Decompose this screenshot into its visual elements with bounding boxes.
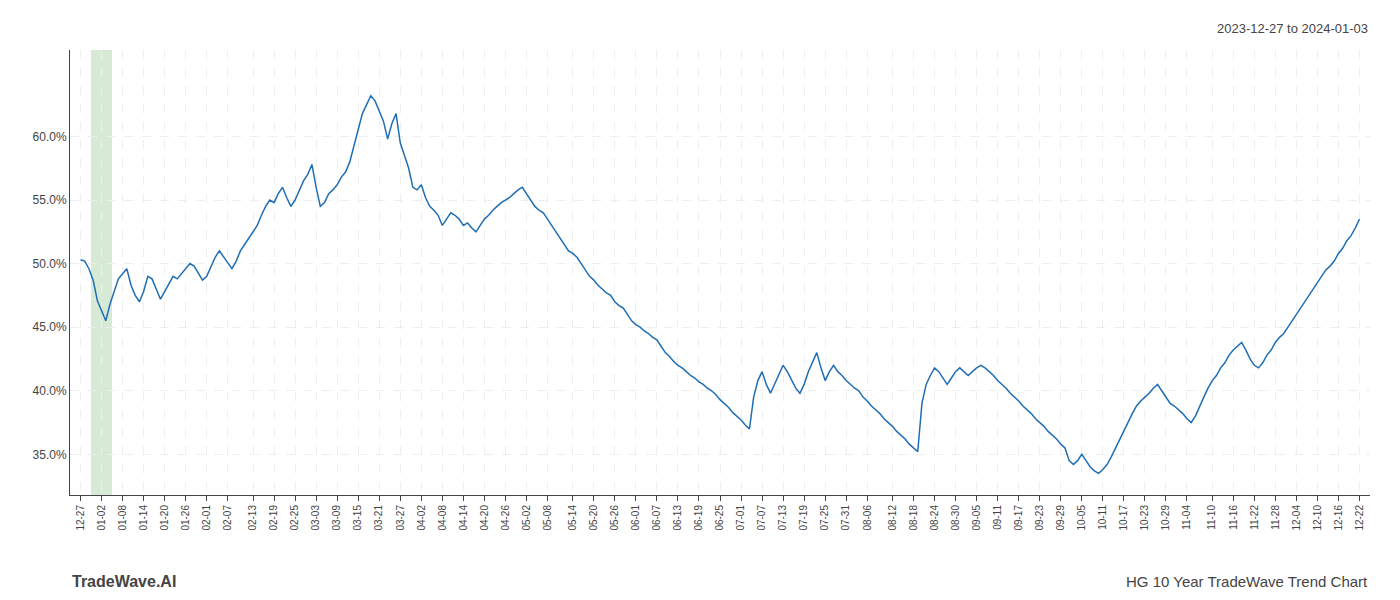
svg-text:12-04: 12-04 xyxy=(1291,505,1302,531)
svg-text:06-07: 06-07 xyxy=(651,505,662,531)
svg-text:05-08: 05-08 xyxy=(542,505,553,531)
svg-text:07-13: 07-13 xyxy=(777,505,788,531)
svg-text:11-10: 11-10 xyxy=(1206,505,1217,530)
svg-text:03-15: 03-15 xyxy=(352,505,363,531)
svg-text:02-01: 02-01 xyxy=(201,505,212,531)
svg-text:09-11: 09-11 xyxy=(992,505,1003,530)
svg-text:HG 10 Year TradeWave Trend Cha: HG 10 Year TradeWave Trend Chart xyxy=(1126,573,1368,590)
svg-text:07-19: 07-19 xyxy=(798,505,809,531)
svg-text:06-13: 06-13 xyxy=(672,505,683,531)
svg-text:05-26: 05-26 xyxy=(609,505,620,531)
svg-text:01-08: 01-08 xyxy=(117,505,128,531)
svg-text:09-17: 09-17 xyxy=(1013,505,1024,531)
svg-text:40.0%: 40.0% xyxy=(33,384,67,398)
svg-text:02-19: 02-19 xyxy=(268,505,279,531)
svg-text:04-02: 04-02 xyxy=(416,505,427,531)
svg-text:06-25: 06-25 xyxy=(714,505,725,531)
svg-text:04-26: 04-26 xyxy=(500,505,511,531)
svg-text:01-20: 01-20 xyxy=(159,505,170,531)
svg-text:06-19: 06-19 xyxy=(693,505,704,531)
svg-text:01-02: 01-02 xyxy=(96,505,107,531)
svg-text:01-26: 01-26 xyxy=(180,505,191,531)
svg-text:11-04: 11-04 xyxy=(1181,505,1192,530)
svg-text:08-18: 08-18 xyxy=(908,505,919,531)
svg-text:10-29: 10-29 xyxy=(1160,505,1171,531)
svg-text:08-06: 08-06 xyxy=(862,505,873,531)
svg-text:09-05: 09-05 xyxy=(971,505,982,531)
svg-text:35.0%: 35.0% xyxy=(33,448,67,462)
svg-text:10-23: 10-23 xyxy=(1139,505,1150,531)
svg-text:07-01: 07-01 xyxy=(735,505,746,531)
svg-text:03-09: 03-09 xyxy=(331,505,342,531)
svg-text:2023-12-27 to 2024-01-03: 2023-12-27 to 2024-01-03 xyxy=(1217,21,1368,36)
svg-text:06-01: 06-01 xyxy=(630,505,641,531)
svg-text:09-29: 09-29 xyxy=(1055,505,1066,531)
svg-text:04-14: 04-14 xyxy=(458,505,469,531)
svg-text:05-20: 05-20 xyxy=(588,505,599,531)
svg-text:02-13: 02-13 xyxy=(247,505,258,531)
svg-text:09-23: 09-23 xyxy=(1034,505,1045,531)
svg-text:11-16: 11-16 xyxy=(1228,505,1239,530)
svg-text:03-03: 03-03 xyxy=(310,505,321,531)
svg-text:05-02: 05-02 xyxy=(521,505,532,531)
svg-text:10-05: 10-05 xyxy=(1076,505,1087,531)
svg-text:08-12: 08-12 xyxy=(887,505,898,531)
svg-text:10-17: 10-17 xyxy=(1118,505,1129,531)
svg-text:08-24: 08-24 xyxy=(929,505,940,531)
svg-text:TradeWave.AI: TradeWave.AI xyxy=(72,573,176,590)
svg-text:05-14: 05-14 xyxy=(567,505,578,531)
svg-text:50.0%: 50.0% xyxy=(33,257,67,271)
svg-text:07-31: 07-31 xyxy=(840,505,851,531)
svg-text:12-10: 12-10 xyxy=(1312,505,1323,531)
svg-text:01-14: 01-14 xyxy=(138,505,149,531)
svg-text:07-25: 07-25 xyxy=(819,505,830,531)
svg-text:55.0%: 55.0% xyxy=(33,193,67,207)
svg-text:12-27: 12-27 xyxy=(75,505,86,531)
svg-text:12-16: 12-16 xyxy=(1333,505,1344,531)
svg-text:60.0%: 60.0% xyxy=(33,130,67,144)
svg-text:02-07: 02-07 xyxy=(222,505,233,531)
svg-text:45.0%: 45.0% xyxy=(33,320,67,334)
svg-text:11-28: 11-28 xyxy=(1270,505,1281,530)
svg-text:03-21: 03-21 xyxy=(373,505,384,531)
svg-text:04-08: 04-08 xyxy=(437,505,448,531)
svg-text:04-20: 04-20 xyxy=(479,505,490,531)
svg-text:02-25: 02-25 xyxy=(289,505,300,531)
svg-text:07-07: 07-07 xyxy=(756,505,767,531)
svg-text:08-30: 08-30 xyxy=(950,505,961,531)
svg-text:12-22: 12-22 xyxy=(1354,505,1365,531)
svg-text:11-22: 11-22 xyxy=(1249,505,1260,530)
svg-text:03-27: 03-27 xyxy=(395,505,406,531)
svg-text:10-11: 10-11 xyxy=(1097,505,1108,530)
